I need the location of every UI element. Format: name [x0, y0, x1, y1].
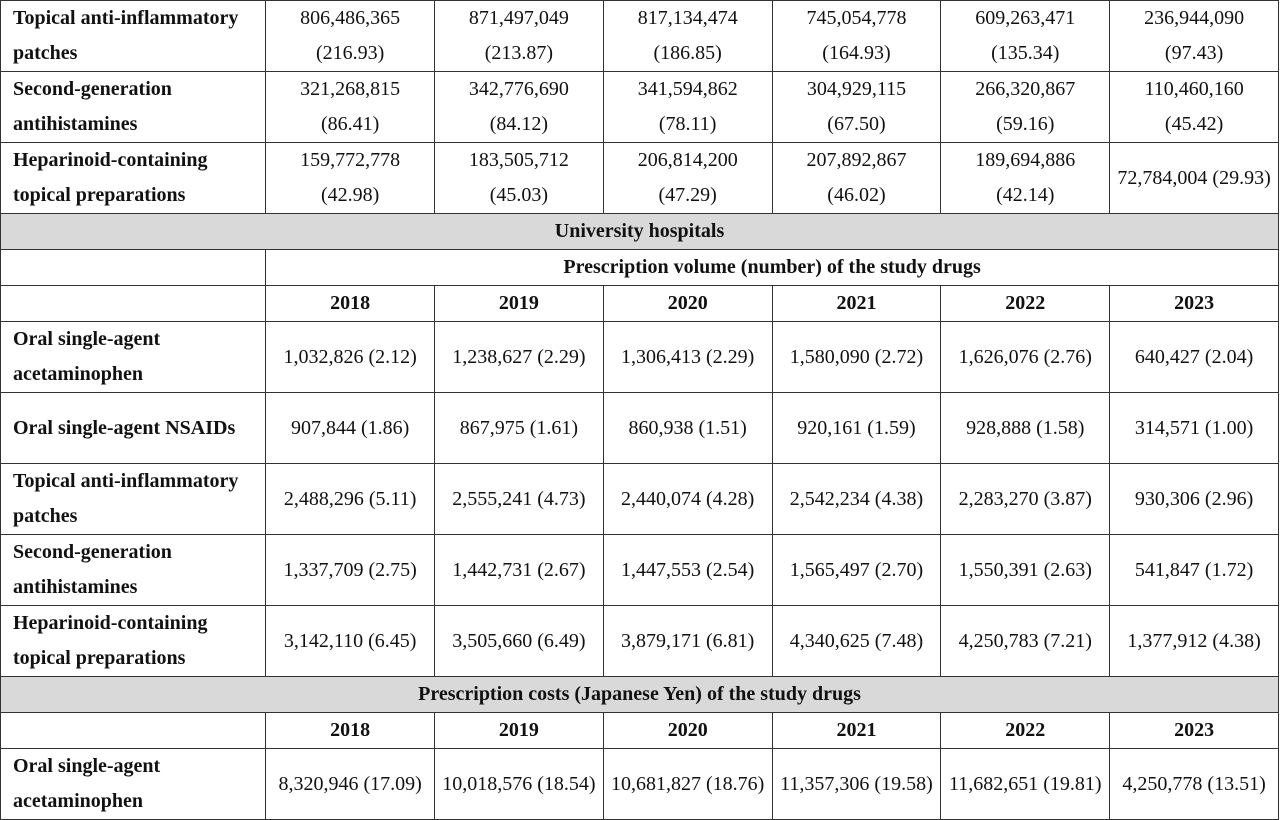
table-cell: 860,938 (1.51) — [602, 392, 773, 464]
table-cell: 541,847 (1.72) — [1109, 534, 1279, 606]
subsection-header-row: Prescription volume (number) of the stud… — [0, 249, 1279, 286]
table-cell: 907,844 (1.86) — [265, 392, 436, 464]
table-cell: 867,975 (1.61) — [434, 392, 604, 464]
year-header: 2019 — [434, 285, 604, 322]
table-cell: 206,814,200 (47.29) — [602, 142, 773, 214]
year-header: 2022 — [940, 712, 1111, 749]
table-cell: 72,784,004 (29.93) — [1109, 142, 1279, 214]
table-cell: 1,447,553 (2.54) — [602, 534, 773, 606]
table-cell: 10,018,576 (18.54) — [434, 748, 604, 820]
year-header: 2018 — [265, 285, 436, 322]
table-cell: 10,681,827 (18.76) — [602, 748, 773, 820]
table-cell: 4,250,783 (7.21) — [940, 605, 1111, 677]
table-cell: 3,879,171 (6.81) — [602, 605, 773, 677]
table-row: Oral single-agent NSAIDs 907,844 (1.86) … — [0, 392, 1279, 464]
table-cell: 640,427 (2.04) — [1109, 321, 1279, 393]
row-label: Heparinoid-containing topical preparatio… — [0, 142, 267, 214]
subsection-header-row: Prescription costs (Japanese Yen) of the… — [0, 676, 1279, 713]
table-row: Oral single-agent acetaminophen 8,320,94… — [0, 748, 1279, 820]
table-cell: 11,682,651 (19.81) — [940, 748, 1111, 820]
table-cell: 806,486,365 (216.93) — [265, 0, 436, 72]
table-cell: 189,694,886 (42.14) — [940, 142, 1111, 214]
row-label: Oral single-agent acetaminophen — [0, 748, 267, 820]
row-label: Oral single-agent NSAIDs — [0, 392, 267, 464]
table-row: Oral single-agent acetaminophen 1,032,82… — [0, 321, 1279, 393]
table-cell: 236,944,090 (97.43) — [1109, 0, 1279, 72]
empty-cell — [0, 249, 267, 286]
table-cell: 2,283,270 (3.87) — [940, 463, 1111, 535]
year-header: 2020 — [602, 712, 773, 749]
table-cell: 3,142,110 (6.45) — [265, 605, 436, 677]
table-cell: 1,032,826 (2.12) — [265, 321, 436, 393]
year-header-row: 2018 2019 2020 2021 2022 2023 — [0, 712, 1279, 749]
table-row: Heparinoid-containing topical preparatio… — [0, 142, 1279, 214]
table-cell: 609,263,471 (135.34) — [940, 0, 1111, 72]
table-cell: 4,250,778 (13.51) — [1109, 748, 1279, 820]
table-cell: 1,306,413 (2.29) — [602, 321, 773, 393]
table-cell: 8,320,946 (17.09) — [265, 748, 436, 820]
table-row: Topical anti-inflammatory patches 806,48… — [0, 0, 1279, 72]
year-header: 2021 — [771, 712, 942, 749]
table-cell: 1,565,497 (2.70) — [771, 534, 942, 606]
subsection-title: Prescription costs (Japanese Yen) of the… — [0, 676, 1279, 713]
row-label: Heparinoid-containing topical preparatio… — [0, 605, 267, 677]
table-cell: 304,929,115 (67.50) — [771, 71, 942, 143]
table-row: Topical anti-inflammatory patches 2,488,… — [0, 463, 1279, 535]
table-cell: 342,776,690 (84.12) — [434, 71, 604, 143]
table-cell: 1,442,731 (2.67) — [434, 534, 604, 606]
table-cell: 871,497,049 (213.87) — [434, 0, 604, 72]
table-cell: 2,555,241 (4.73) — [434, 463, 604, 535]
table-cell: 341,594,862 (78.11) — [602, 71, 773, 143]
year-header: 2023 — [1109, 285, 1279, 322]
table-cell: 920,161 (1.59) — [771, 392, 942, 464]
table-cell: 1,238,627 (2.29) — [434, 321, 604, 393]
table-cell: 110,460,160 (45.42) — [1109, 71, 1279, 143]
row-label: Oral single-agent acetaminophen — [0, 321, 267, 393]
table-cell: 928,888 (1.58) — [940, 392, 1111, 464]
table-cell: 314,571 (1.00) — [1109, 392, 1279, 464]
section-header-row: University hospitals — [0, 213, 1279, 250]
year-header: 2018 — [265, 712, 436, 749]
row-label: Topical anti-inflammatory patches — [0, 0, 267, 72]
table-cell: 2,488,296 (5.11) — [265, 463, 436, 535]
table-cell: 207,892,867 (46.02) — [771, 142, 942, 214]
subsection-title: Prescription volume (number) of the stud… — [265, 249, 1279, 286]
table-cell: 1,337,709 (2.75) — [265, 534, 436, 606]
table-cell: 1,377,912 (4.38) — [1109, 605, 1279, 677]
row-label: Topical anti-inflammatory patches — [0, 463, 267, 535]
table-cell: 2,440,074 (4.28) — [602, 463, 773, 535]
table-cell: 1,580,090 (2.72) — [771, 321, 942, 393]
table-cell: 745,054,778 (164.93) — [771, 0, 942, 72]
table-cell: 266,320,867 (59.16) — [940, 71, 1111, 143]
row-label: Second-generation antihistamines — [0, 71, 267, 143]
table-cell: 321,268,815 (86.41) — [265, 71, 436, 143]
table-cell: 1,550,391 (2.63) — [940, 534, 1111, 606]
year-header: 2023 — [1109, 712, 1279, 749]
table-cell: 1,626,076 (2.76) — [940, 321, 1111, 393]
table-cell: 183,505,712 (45.03) — [434, 142, 604, 214]
year-header: 2020 — [602, 285, 773, 322]
table-row: Heparinoid-containing topical preparatio… — [0, 605, 1279, 677]
empty-cell — [0, 285, 267, 322]
year-header: 2019 — [434, 712, 604, 749]
table-cell: 11,357,306 (19.58) — [771, 748, 942, 820]
table-cell: 3,505,660 (6.49) — [434, 605, 604, 677]
table-cell: 930,306 (2.96) — [1109, 463, 1279, 535]
table-cell: 817,134,474 (186.85) — [602, 0, 773, 72]
year-header: 2021 — [771, 285, 942, 322]
table-row: Second-generation antihistamines 1,337,7… — [0, 534, 1279, 606]
row-label: Second-generation antihistamines — [0, 534, 267, 606]
table-cell: 4,340,625 (7.48) — [771, 605, 942, 677]
table-cell: 159,772,778 (42.98) — [265, 142, 436, 214]
year-header-row: 2018 2019 2020 2021 2022 2023 — [0, 285, 1279, 322]
empty-cell — [0, 712, 267, 749]
section-title: University hospitals — [0, 213, 1279, 250]
year-header: 2022 — [940, 285, 1111, 322]
table-row: Second-generation antihistamines 321,268… — [0, 71, 1279, 143]
table-cell: 2,542,234 (4.38) — [771, 463, 942, 535]
